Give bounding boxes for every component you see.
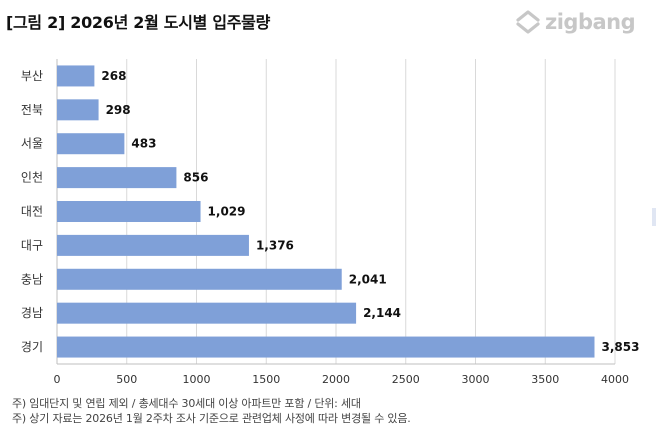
bar-chart: 0 500 1000 1500 2000 2500 3000 3500 4000 부산 268 전북 2…: [0, 50, 658, 390]
bar: [57, 303, 356, 324]
x-tick-label: 3000: [462, 373, 490, 386]
data-label: 268: [101, 69, 126, 83]
footnote-1: 주) 임대단지 및 연립 제외 / 총세대수 30세대 이상 아파트만 포함 /…: [12, 395, 361, 411]
x-tick-label: 1000: [183, 373, 211, 386]
bar: [57, 65, 94, 86]
data-label: 1,029: [208, 205, 246, 219]
category-label: 전북: [21, 103, 43, 117]
zigbang-logo-icon: [515, 9, 541, 35]
bar: [57, 133, 124, 154]
bar: [57, 201, 201, 222]
category-label: 경남: [21, 306, 43, 320]
data-label: 483: [131, 137, 156, 151]
category-label: 충남: [21, 272, 43, 286]
x-tick-label: 2000: [322, 373, 350, 386]
bar: [57, 167, 176, 188]
x-tick-label: 2500: [392, 373, 420, 386]
category-label: 대전: [21, 205, 43, 219]
x-tick-label: 3500: [531, 373, 559, 386]
category-label: 부산: [21, 69, 43, 83]
bar: [57, 99, 99, 120]
chart-title: [그림 2] 2026년 2월 도시별 입주물량: [6, 9, 270, 33]
zigbang-logo: zigbang: [515, 8, 655, 36]
x-tick-label: 4000: [601, 373, 629, 386]
category-label: 인천: [21, 170, 43, 185]
x-tick-label: 1500: [252, 373, 280, 386]
data-label: 856: [183, 171, 208, 185]
data-label: 298: [106, 103, 131, 117]
category-label: 서울: [21, 137, 43, 151]
data-label: 2,144: [363, 306, 401, 320]
bar: [57, 337, 594, 358]
x-tick-label: 500: [116, 373, 137, 386]
bar: [57, 269, 342, 290]
scroll-marker: [652, 208, 656, 226]
data-label: 3,853: [601, 340, 639, 354]
bar: [57, 235, 249, 256]
logo-text: zigbang: [545, 10, 635, 34]
category-label: 경기: [21, 340, 43, 354]
data-label: 2,041: [349, 272, 387, 286]
footnote-2: 주) 상기 자료는 2026년 1월 2주차 조사 기준으로 관련업체 사정에 …: [12, 410, 411, 426]
data-label: 1,376: [256, 238, 294, 252]
category-label: 대구: [21, 238, 43, 252]
x-tick-label: 0: [54, 373, 61, 386]
